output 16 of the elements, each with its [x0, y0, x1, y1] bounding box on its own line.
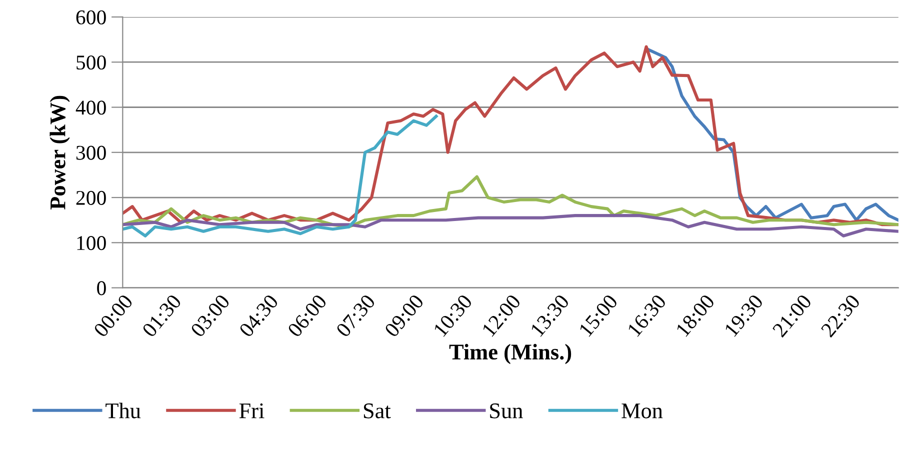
legend-label: Thu: [106, 402, 141, 418]
y-tick-label: 0: [97, 281, 106, 296]
legend-label: Fri: [239, 403, 264, 418]
line-series: [122, 114, 438, 238]
x-axis-title: Time (Mins.): [449, 344, 572, 364]
y-tick-label: 300: [76, 146, 106, 160]
y-tick-label: 500: [76, 55, 106, 70]
y-axis-title: Power (kW): [50, 96, 70, 210]
y-tick-label: 100: [77, 236, 106, 250]
line-series: [122, 214, 898, 238]
legend-label: Sun: [490, 403, 523, 418]
y-tick-label: 400: [76, 100, 106, 115]
y-tick-label: 200: [76, 190, 106, 205]
legend-label: Mon: [622, 404, 663, 418]
y-tick-label: 600: [76, 10, 106, 24]
legend-label: Sat: [364, 403, 391, 418]
